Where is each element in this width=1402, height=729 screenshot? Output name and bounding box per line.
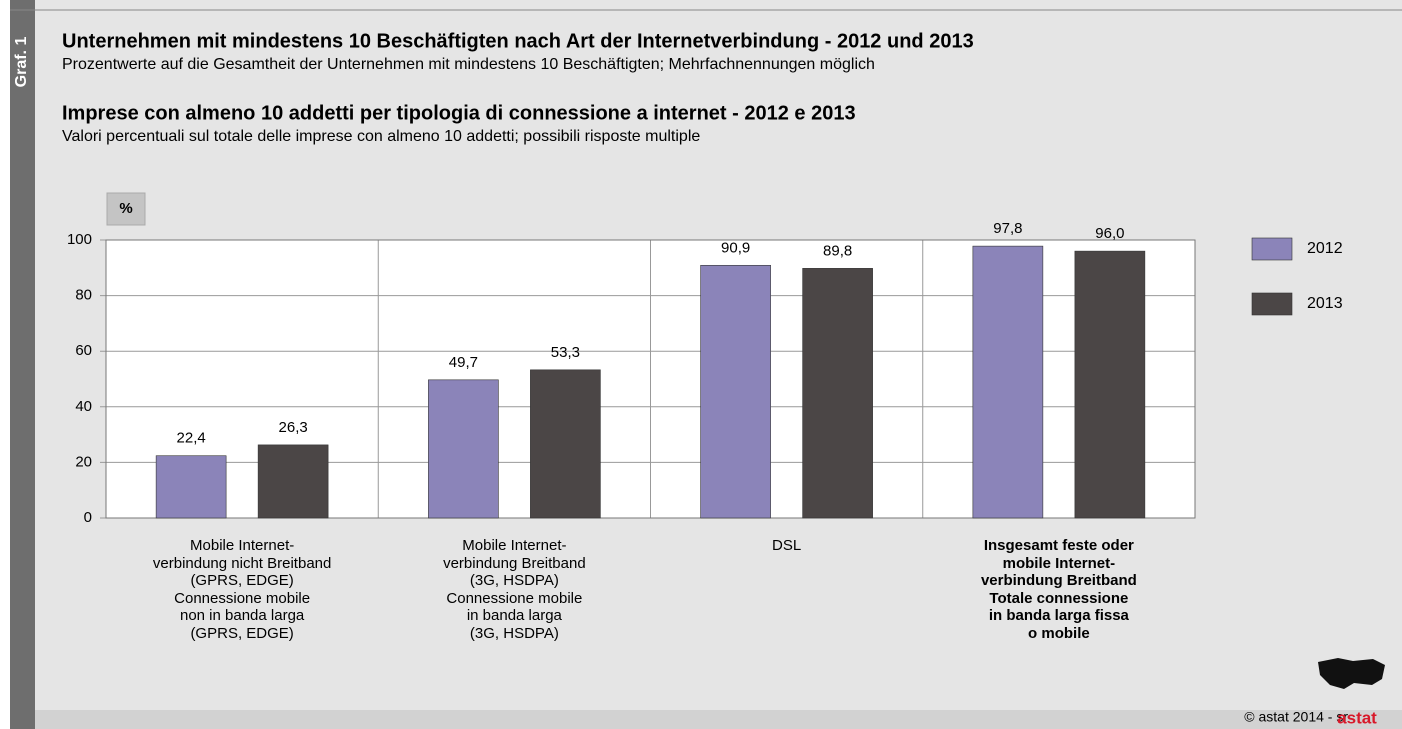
bar [530,369,601,519]
x-tick-label: Mobile Internet- verbindung Breitband (3… [443,537,586,642]
bar [700,264,771,519]
x-tick-label: DSL [772,537,802,554]
y-unit: % [119,200,132,217]
logo-icon [1318,658,1385,689]
bar [155,455,227,519]
data-label: 90,9 [721,239,750,256]
y-tick-label: 0 [84,509,92,526]
logo: astat [1337,708,1377,727]
bar [1074,250,1146,519]
chart-title: Imprese con almeno 10 addetti per tipolo… [62,102,856,124]
footer-strip [35,710,1402,729]
data-label: 49,7 [449,354,478,371]
data-label: 22,4 [177,430,206,447]
data-label: 26,3 [279,419,308,436]
bar [257,444,329,519]
x-tick-label: Insgesamt feste oder mobile Internet- ve… [980,537,1137,642]
y-tick-label: 60 [75,342,92,359]
data-label: 89,8 [823,242,852,259]
legend-label: 2013 [1307,295,1343,312]
bar [972,245,1044,519]
bar [428,379,499,519]
data-label: 53,3 [551,344,580,361]
legend-swatch [1251,292,1293,316]
chart-subtitle: Valori percentuali sul totale delle impr… [62,128,700,145]
data-label: 97,8 [993,220,1022,237]
plot-frame [105,239,1196,519]
side-bar [10,0,35,729]
data-label: 96,0 [1095,225,1124,242]
y-tick-label: 100 [67,231,92,248]
legend-label: 2012 [1307,240,1343,257]
unit-box [106,192,146,226]
bar [802,268,873,519]
y-tick-label: 80 [75,287,92,304]
x-tick-label: Mobile Internet- verbindung nicht Breitb… [152,537,332,642]
legend-swatch [1251,237,1293,261]
source: © astat 2014 - sr [1244,709,1348,725]
y-tick-label: 20 [75,453,92,470]
chart-subtitle: Prozentwerte auf die Gesamtheit der Unte… [62,56,875,73]
y-tick-label: 40 [75,398,92,415]
side-label: Graf. 1 [13,37,30,88]
chart-title: Unternehmen mit mindestens 10 Beschäftig… [62,30,974,52]
